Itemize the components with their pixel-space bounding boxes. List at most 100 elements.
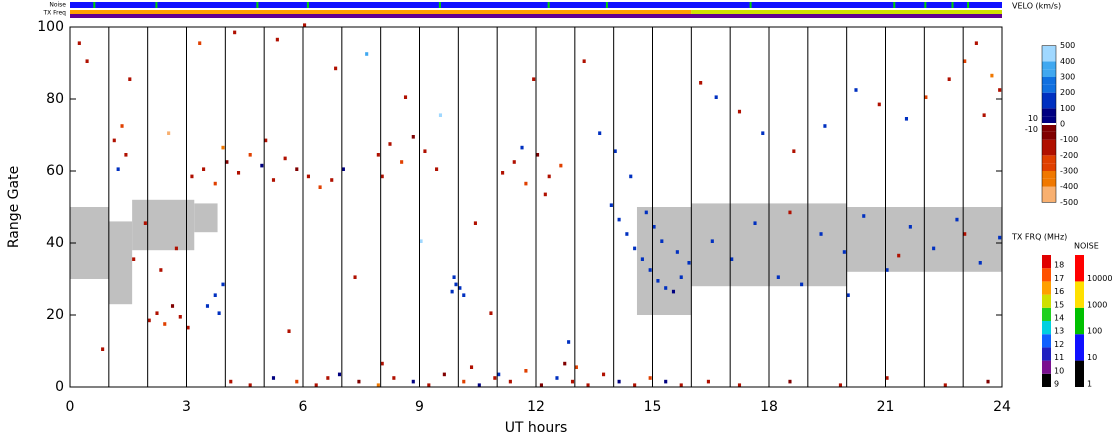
velocity-cell [77,41,81,45]
velocity-cell [602,372,606,377]
velocity-cell [248,153,252,157]
velocity-cell [609,203,613,207]
noise-bar-label: Noise [49,2,66,9]
velocity-cell [819,232,823,236]
velocity-cell [714,95,718,99]
velocity-cell [477,383,481,387]
velocity-cell [419,239,423,243]
velocity-cell [761,131,765,135]
noise-swatch [1075,334,1084,361]
y-tick-label: 100 [37,19,64,35]
velocity-cell [629,174,633,179]
colorbar-segment [1042,163,1056,171]
tx-freq-swatch [1042,321,1051,335]
velocity-cell [334,66,338,71]
velocity-cell [753,221,757,225]
y-tick-label: 80 [46,91,64,107]
velocity-cell [990,73,994,78]
tx-freq-tick-label: 18 [1054,261,1064,270]
noise-spike [438,2,441,8]
velocity-cell [124,153,128,157]
tx-freq-swatch [1042,347,1051,361]
velocity-cell [904,117,909,121]
colorbar-segment [1042,92,1056,101]
velocity-cell [633,383,637,387]
x-tick-label: 15 [644,399,662,415]
velocity-cell [271,178,276,182]
velocity-cell [885,268,889,272]
colorbar-segment [1042,124,1056,132]
velocity-cell [120,124,124,128]
velocity-cell [671,289,676,294]
velocity-cell [710,239,714,243]
velocity-cell [625,232,629,236]
velocity-cell [737,109,742,114]
colorbar-segment [1042,116,1056,124]
velocity-cell [598,131,602,135]
x-tick-label: 24 [993,399,1011,415]
velocity-cell [617,379,621,384]
velocity-cell [512,160,516,164]
tx-freq-tick-label: 16 [1054,287,1064,296]
y-axis-label: Range Gate [6,166,22,248]
velocity-cell [143,221,147,225]
velocity-cell [462,379,466,384]
ground-scatter [70,207,109,279]
colorbar-tick-label: 200 [1060,88,1075,97]
velocity-cell [435,167,439,171]
velocity-cell [112,138,116,143]
velocity-cell [326,376,330,380]
colorbar-tick-label: 100 [1060,104,1075,113]
velocity-cell [450,289,454,294]
tx-freq-swatch [1042,268,1051,282]
noise-spike [93,2,96,8]
velocity-cell [411,379,415,384]
velocity-cell [823,124,827,128]
velocity-cell [955,217,959,222]
velo-scale-label: VELO (km/s) [1012,2,1061,11]
colorbar-segment [1042,77,1056,85]
velocity-cell [264,138,268,143]
colorbar-segment [1042,108,1056,117]
velocity-cell [458,286,462,290]
colorbar-tick-label: 500 [1060,41,1075,50]
velocity-cell [147,318,151,323]
velocity-cell [788,379,792,384]
noise-spike [155,2,158,8]
x-tick-label: 6 [299,399,308,415]
velocity-cell [236,171,241,175]
colorbar-segment [1042,171,1056,179]
noise-spike [749,2,752,8]
velocity-cell [400,160,404,164]
velocity-cell [679,275,683,279]
velocity-cell [998,88,1002,92]
velocity-cell [660,239,664,243]
velocity-cell [283,156,287,161]
velocity-cell [427,383,431,387]
velocity-cell [532,77,536,81]
tx-freq-scale-label: TX FRQ (MHz) [1011,233,1067,242]
velocity-cell [730,257,734,261]
noise-spike [893,2,896,8]
velocity-cell [998,235,1002,240]
velocity-cell [248,383,252,387]
noise-spike [924,2,927,8]
tx-freq-tick-label: 17 [1054,274,1064,283]
velocity-cell [838,383,843,387]
velocity-cell [908,225,912,229]
tx-freq-tick-label: 11 [1054,353,1064,362]
velocity-cell [85,59,89,63]
velocity-cell [924,95,928,99]
velocity-cell [489,311,493,315]
velocity-cell [403,95,408,99]
velocity-cell [411,135,415,139]
velocity-cell [543,192,547,197]
velocity-cell [275,37,279,42]
velocity-cell [574,365,578,369]
noise-tick-label: 100 [1087,327,1102,336]
colorbar-segment [1042,194,1056,203]
velocity-cell [656,279,660,283]
velocity-cell [664,379,668,384]
velocity-cell [524,181,528,186]
colorbar-segment [1042,155,1056,164]
